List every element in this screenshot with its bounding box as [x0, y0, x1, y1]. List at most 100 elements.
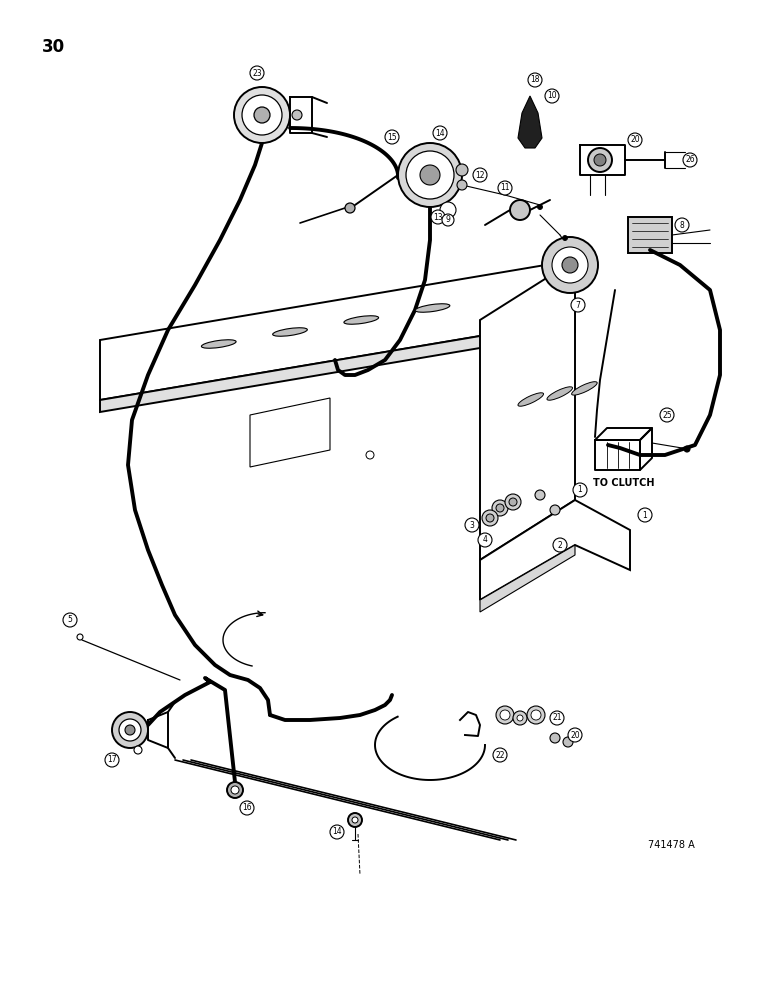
Circle shape	[500, 710, 510, 720]
Circle shape	[594, 154, 606, 166]
Polygon shape	[100, 320, 575, 412]
Circle shape	[509, 498, 517, 506]
Circle shape	[535, 490, 545, 500]
Text: 14: 14	[435, 128, 445, 137]
Circle shape	[465, 518, 479, 532]
Text: 18: 18	[530, 76, 540, 85]
Circle shape	[638, 508, 652, 522]
Circle shape	[125, 725, 135, 735]
Ellipse shape	[572, 382, 597, 395]
Circle shape	[496, 706, 514, 724]
Circle shape	[442, 214, 454, 226]
Polygon shape	[628, 217, 672, 253]
Circle shape	[550, 711, 564, 725]
Text: 9: 9	[445, 216, 450, 225]
Text: 15: 15	[387, 132, 397, 141]
Polygon shape	[480, 545, 575, 612]
Text: 3: 3	[470, 520, 474, 530]
Circle shape	[352, 817, 358, 823]
Ellipse shape	[547, 387, 573, 400]
Circle shape	[545, 89, 559, 103]
Circle shape	[675, 218, 689, 232]
Circle shape	[660, 408, 674, 422]
Circle shape	[242, 95, 282, 135]
Circle shape	[112, 712, 148, 748]
Text: 5: 5	[68, 615, 73, 624]
Text: 16: 16	[242, 804, 252, 812]
Circle shape	[573, 483, 587, 497]
Circle shape	[493, 748, 507, 762]
Circle shape	[517, 715, 523, 721]
Circle shape	[684, 446, 690, 452]
Circle shape	[134, 746, 142, 754]
Circle shape	[562, 235, 568, 240]
Circle shape	[563, 737, 573, 747]
Text: 2: 2	[558, 540, 562, 550]
Circle shape	[366, 451, 374, 459]
Circle shape	[537, 205, 543, 210]
Circle shape	[420, 165, 440, 185]
Text: 26: 26	[685, 155, 695, 164]
Circle shape	[496, 504, 504, 512]
Circle shape	[227, 782, 243, 798]
Circle shape	[513, 711, 527, 725]
Circle shape	[63, 613, 77, 627]
Circle shape	[542, 237, 598, 293]
Circle shape	[568, 728, 582, 742]
Circle shape	[531, 710, 541, 720]
Text: TO CLUTCH: TO CLUTCH	[593, 478, 654, 488]
Circle shape	[250, 66, 264, 80]
Circle shape	[231, 786, 239, 794]
Circle shape	[433, 126, 447, 140]
Polygon shape	[480, 500, 630, 600]
Circle shape	[473, 168, 487, 182]
Circle shape	[77, 634, 83, 640]
Circle shape	[628, 133, 642, 147]
Circle shape	[527, 706, 545, 724]
Text: 7: 7	[576, 300, 580, 310]
Circle shape	[406, 151, 454, 199]
Text: 741478 A: 741478 A	[648, 840, 695, 850]
Circle shape	[550, 733, 560, 743]
Circle shape	[348, 813, 362, 827]
Circle shape	[119, 719, 141, 741]
Text: 1: 1	[643, 510, 647, 520]
Circle shape	[234, 87, 290, 143]
Text: 12: 12	[475, 170, 484, 180]
Text: 10: 10	[548, 92, 557, 101]
Circle shape	[553, 538, 567, 552]
Circle shape	[440, 202, 456, 218]
Circle shape	[457, 180, 467, 190]
Circle shape	[240, 801, 254, 815]
Circle shape	[588, 148, 612, 172]
Text: 20: 20	[570, 730, 580, 740]
Text: 22: 22	[495, 750, 505, 760]
Text: 30: 30	[42, 38, 65, 56]
Circle shape	[486, 514, 494, 522]
Text: 4: 4	[483, 536, 488, 544]
Circle shape	[105, 753, 119, 767]
Circle shape	[456, 164, 468, 176]
Circle shape	[345, 203, 355, 213]
Circle shape	[292, 110, 302, 120]
Circle shape	[562, 257, 578, 273]
Circle shape	[478, 533, 492, 547]
Text: 23: 23	[252, 68, 262, 78]
Text: 21: 21	[552, 714, 562, 722]
Text: 20: 20	[630, 135, 640, 144]
Ellipse shape	[344, 316, 378, 324]
Text: 14: 14	[332, 828, 342, 836]
Circle shape	[550, 505, 560, 515]
Text: 17: 17	[107, 756, 117, 764]
Polygon shape	[250, 398, 330, 467]
Circle shape	[571, 298, 585, 312]
Ellipse shape	[273, 328, 307, 336]
Text: 8: 8	[679, 221, 684, 230]
Circle shape	[330, 825, 344, 839]
Circle shape	[552, 247, 588, 283]
Ellipse shape	[415, 304, 450, 312]
Text: 11: 11	[500, 184, 510, 192]
Circle shape	[482, 510, 498, 526]
Text: 1: 1	[578, 486, 583, 494]
Polygon shape	[100, 260, 575, 400]
